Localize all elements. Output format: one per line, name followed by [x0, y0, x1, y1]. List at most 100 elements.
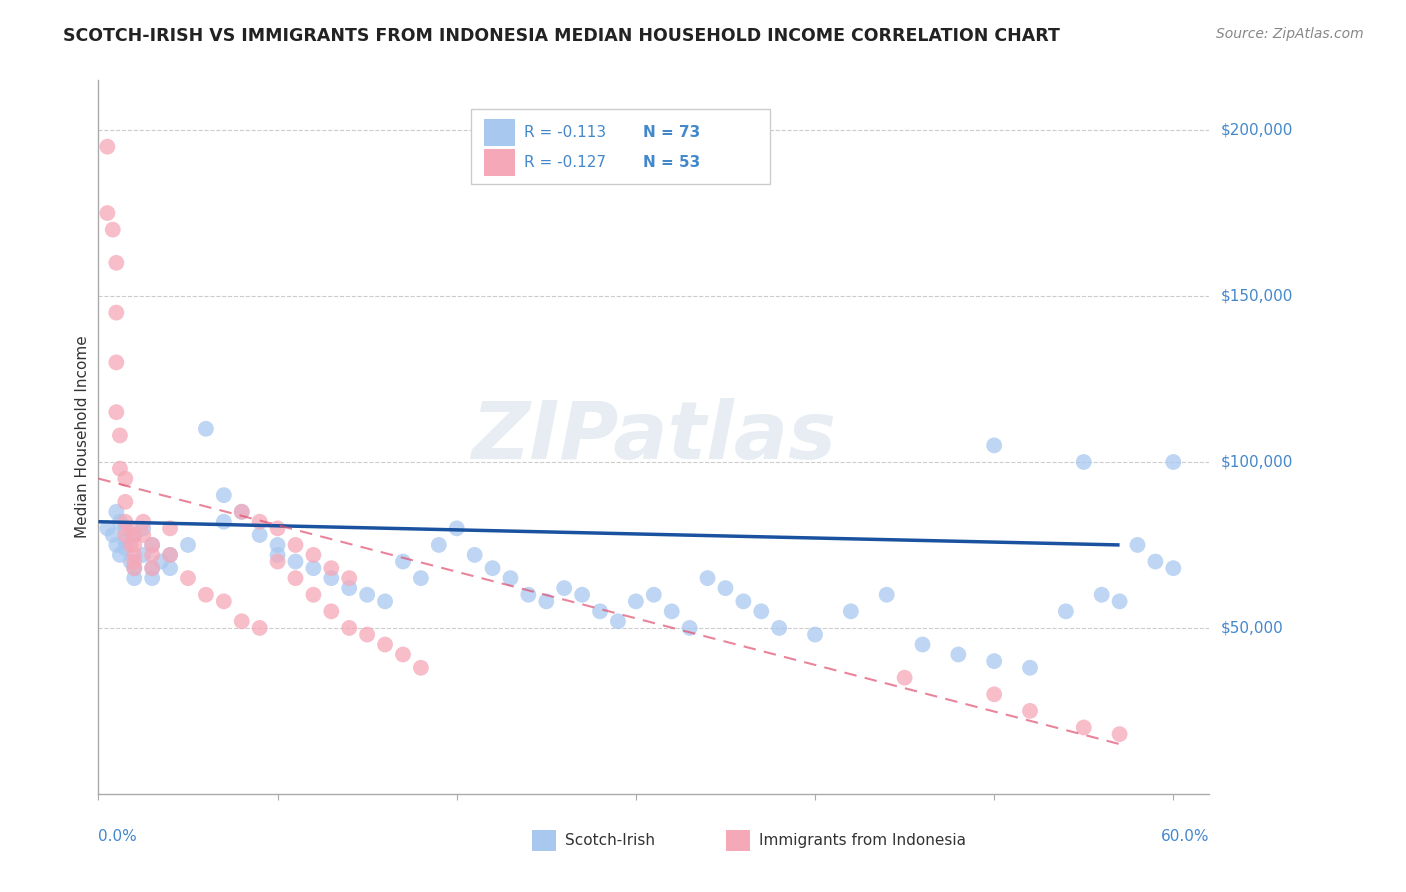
Point	[132, 521, 155, 535]
Point	[114, 521, 136, 535]
Point	[96, 521, 118, 535]
Point	[893, 671, 915, 685]
Bar	[531, 830, 555, 851]
Point	[105, 355, 128, 369]
Point	[114, 541, 136, 556]
Point	[266, 521, 288, 535]
Point	[105, 538, 128, 552]
Point	[1108, 594, 1130, 608]
Point	[177, 538, 200, 552]
Point	[983, 438, 1005, 452]
Point	[122, 538, 145, 552]
Point	[284, 571, 307, 585]
Point	[337, 581, 360, 595]
Point	[141, 538, 163, 552]
Point	[159, 548, 181, 562]
Point	[141, 561, 163, 575]
Point	[337, 621, 360, 635]
Point	[1073, 455, 1095, 469]
Point	[302, 588, 325, 602]
Point	[141, 561, 163, 575]
Text: ZIPatlas: ZIPatlas	[471, 398, 837, 476]
Point	[589, 604, 612, 618]
Point	[733, 594, 755, 608]
Point	[1144, 555, 1167, 569]
Text: N = 53: N = 53	[643, 155, 700, 170]
Point	[374, 594, 396, 608]
Point	[356, 588, 378, 602]
Bar	[484, 120, 515, 146]
Point	[122, 571, 145, 585]
Point	[159, 521, 181, 535]
Point	[114, 534, 136, 549]
Point	[120, 538, 142, 552]
Point	[231, 505, 253, 519]
Point	[231, 505, 253, 519]
Point	[321, 561, 343, 575]
Point	[536, 594, 558, 608]
Point	[108, 515, 131, 529]
Point	[120, 555, 142, 569]
Point	[1163, 455, 1185, 469]
Point	[427, 538, 450, 552]
Point	[105, 256, 128, 270]
Point	[108, 461, 131, 475]
Point	[302, 548, 325, 562]
Point	[392, 555, 415, 569]
Point	[194, 588, 217, 602]
Point	[1163, 561, 1185, 575]
Point	[132, 548, 155, 562]
Point	[1019, 661, 1042, 675]
Point	[120, 521, 142, 535]
Point	[571, 588, 593, 602]
Point	[105, 505, 128, 519]
Point	[446, 521, 468, 535]
Point	[839, 604, 862, 618]
Point	[481, 561, 503, 575]
Point	[108, 428, 131, 442]
Point	[96, 139, 118, 153]
Text: $200,000: $200,000	[1220, 122, 1292, 137]
Point	[624, 594, 647, 608]
Point	[141, 571, 163, 585]
Bar	[725, 830, 751, 851]
Point	[122, 555, 145, 569]
Point	[122, 561, 145, 575]
Point	[194, 422, 217, 436]
Point	[1073, 721, 1095, 735]
Point	[114, 528, 136, 542]
Point	[607, 615, 630, 629]
Point	[696, 571, 718, 585]
Point	[321, 604, 343, 618]
Point	[768, 621, 790, 635]
Point	[356, 627, 378, 641]
Point	[114, 515, 136, 529]
Point	[284, 555, 307, 569]
Text: Immigrants from Indonesia: Immigrants from Indonesia	[759, 833, 966, 847]
Point	[231, 615, 253, 629]
Point	[517, 588, 540, 602]
Point	[553, 581, 575, 595]
Point	[132, 515, 155, 529]
FancyBboxPatch shape	[471, 109, 770, 184]
Point	[321, 571, 343, 585]
Point	[1126, 538, 1149, 552]
Point	[132, 528, 155, 542]
Point	[1091, 588, 1114, 602]
Point	[212, 488, 235, 502]
Point	[1108, 727, 1130, 741]
Point	[499, 571, 522, 585]
Text: $100,000: $100,000	[1220, 454, 1292, 469]
Point	[661, 604, 683, 618]
Point	[804, 627, 827, 641]
Text: R = -0.127: R = -0.127	[524, 155, 606, 170]
Point	[409, 571, 432, 585]
Text: $150,000: $150,000	[1220, 288, 1292, 303]
Text: N = 73: N = 73	[643, 125, 700, 140]
Point	[114, 472, 136, 486]
Point	[266, 548, 288, 562]
Point	[150, 555, 173, 569]
Point	[337, 571, 360, 585]
Point	[141, 538, 163, 552]
Point	[249, 515, 271, 529]
